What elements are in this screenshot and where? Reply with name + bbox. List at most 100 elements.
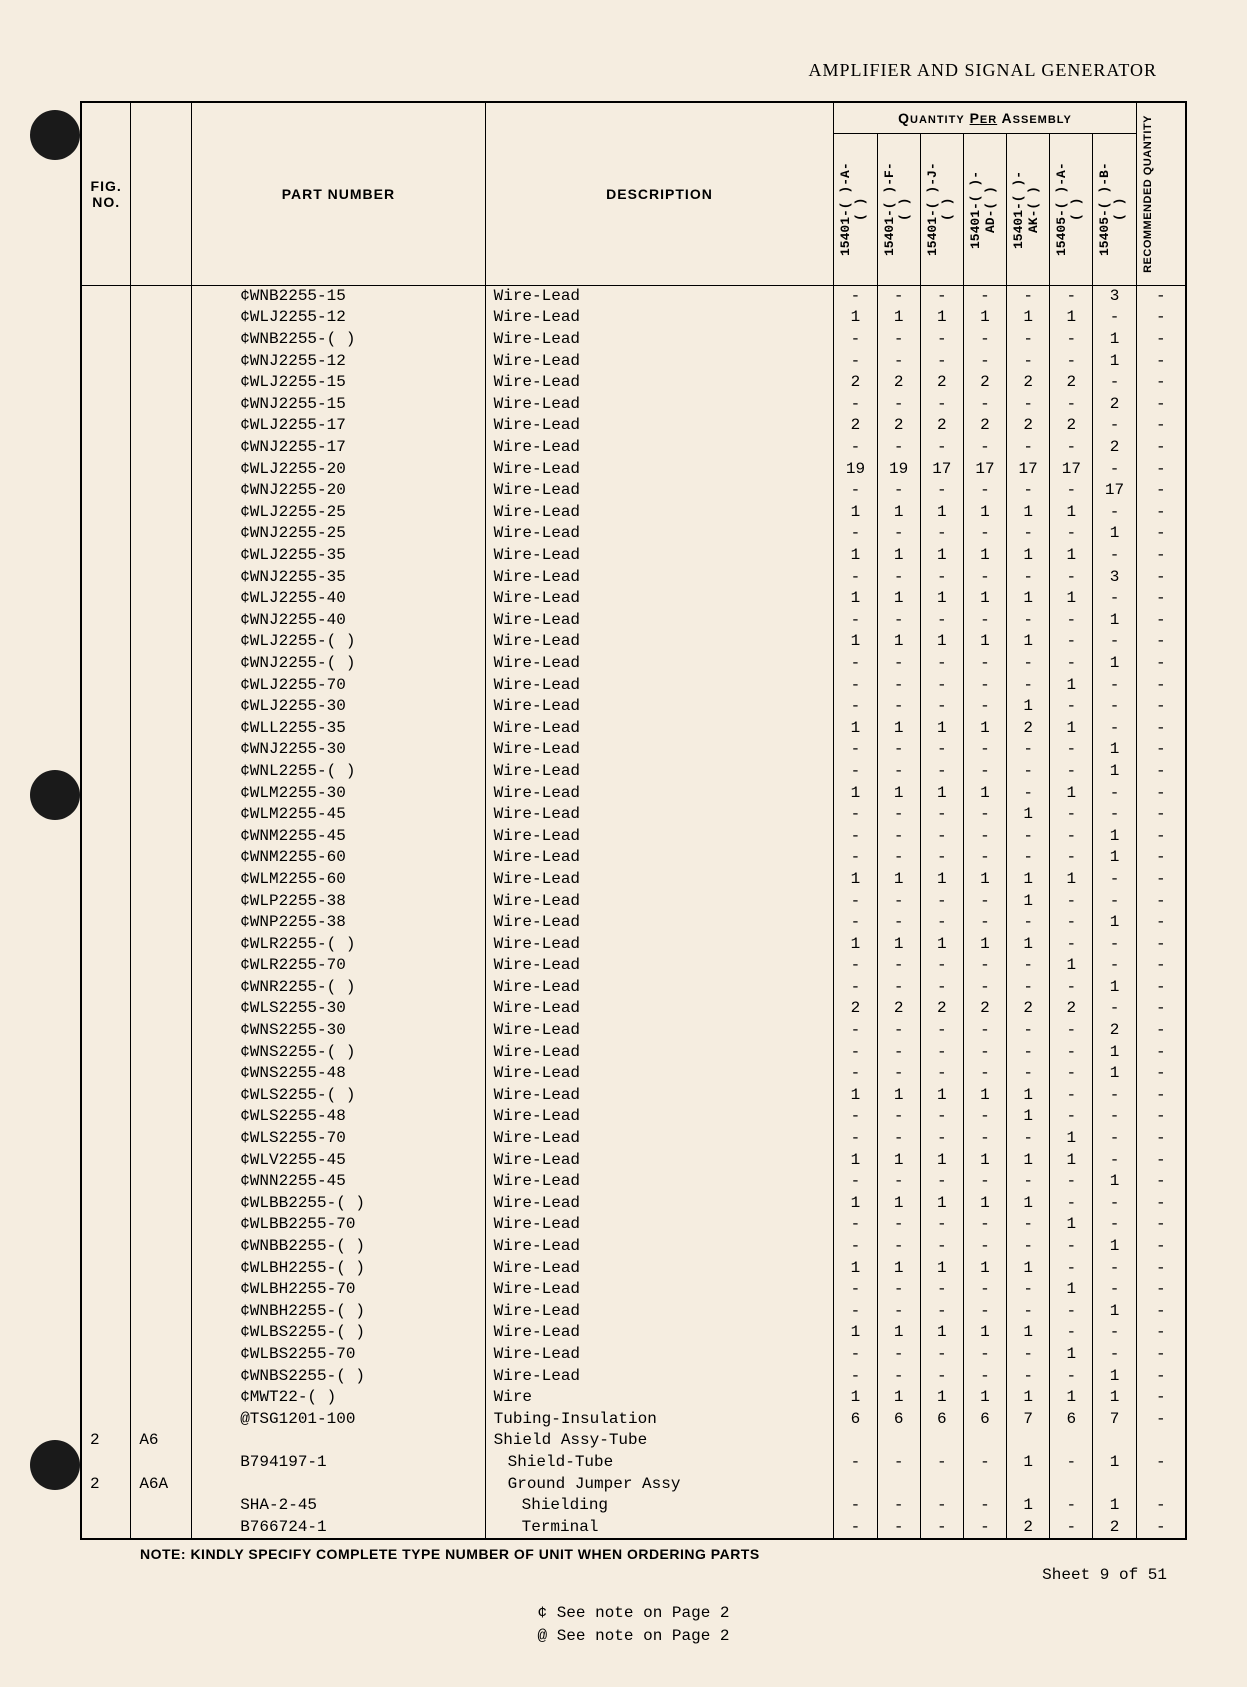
part-number-cell: ¢WLP2255-38: [192, 891, 485, 913]
description-cell: Wire-Lead: [485, 588, 834, 610]
description-cell: Wire-Lead: [485, 1193, 834, 1215]
table-row: ¢WNJ2255-17Wire-Lead------2-: [81, 437, 1186, 459]
qty-cell: -: [963, 1452, 1006, 1474]
ref-cell: [131, 696, 192, 718]
table-row: ¢WNJ2255-20Wire-Lead------17-: [81, 480, 1186, 502]
qty-cell: -: [877, 285, 920, 307]
qty-cell: -: [834, 977, 877, 999]
table-row: ¢WLJ2255-20Wire-Lead191917171717--: [81, 459, 1186, 481]
qty-cell: -: [834, 480, 877, 502]
qty-cell: 1: [877, 718, 920, 740]
table-row: B766724-1Terminal----2-2-: [81, 1517, 1186, 1540]
qty-cell: 6: [963, 1409, 1006, 1431]
qty-cell: -: [1007, 285, 1050, 307]
qty-cell: -: [920, 351, 963, 373]
qty-cell: 1: [1050, 783, 1093, 805]
ref-cell: [131, 1387, 192, 1409]
qty-cell: -: [1050, 1171, 1093, 1193]
qty-cell: 1: [834, 1387, 877, 1409]
fig-cell: [81, 1452, 131, 1474]
qty-cell: 1: [877, 545, 920, 567]
description-cell: Wire-Lead: [485, 696, 834, 718]
fig-cell: [81, 502, 131, 524]
punch-hole: [30, 110, 80, 160]
qty-cell: 1: [963, 869, 1006, 891]
qty-cell: -: [877, 1236, 920, 1258]
rec-qty-cell: -: [1136, 1193, 1186, 1215]
ref-cell: [131, 631, 192, 653]
part-number-cell: ¢MWT22-( ): [192, 1387, 485, 1409]
rec-qty-cell: -: [1136, 285, 1186, 307]
fig-cell: [81, 869, 131, 891]
description-cell: Wire-Lead: [485, 567, 834, 589]
qty-cell: -: [963, 847, 1006, 869]
fig-cell: [81, 567, 131, 589]
qty-cell: -: [963, 1020, 1006, 1042]
qty-cell: -: [877, 523, 920, 545]
rec-qty-cell: -: [1136, 934, 1186, 956]
fig-cell: [81, 1495, 131, 1517]
qty-cell: -: [877, 1279, 920, 1301]
qty-cell: -: [1050, 480, 1093, 502]
qty-cell: 1: [1007, 804, 1050, 826]
part-number-cell: ¢WLS2255-( ): [192, 1085, 485, 1107]
qty-cell: -: [877, 1452, 920, 1474]
rec-qty-cell: -: [1136, 804, 1186, 826]
qty-cell: 2: [877, 372, 920, 394]
fig-cell: [81, 891, 131, 913]
rec-qty-cell: -: [1136, 1409, 1186, 1431]
qty-cell: -: [963, 804, 1006, 826]
fig-cell: [81, 1258, 131, 1280]
qty-cell: -: [1007, 1344, 1050, 1366]
qty-cell: [963, 1474, 1006, 1496]
part-number-cell: B766724-1: [192, 1517, 485, 1540]
col-header-rec-qty: RECOMMENDED QUANTITY: [1136, 102, 1186, 285]
qty-cell: -: [963, 675, 1006, 697]
rec-qty-cell: -: [1136, 761, 1186, 783]
qty-cell: -: [963, 761, 1006, 783]
qty-cell: -: [834, 1042, 877, 1064]
part-number-cell: ¢WLR2255-( ): [192, 934, 485, 956]
table-row: ¢WLBB2255-70Wire-Lead-----1--: [81, 1214, 1186, 1236]
qty-cell: -: [920, 761, 963, 783]
description-cell: Wire-Lead: [485, 761, 834, 783]
qty-cell: 1: [877, 1258, 920, 1280]
qty-cell: -: [1050, 1193, 1093, 1215]
table-row: ¢WLS2255-( )Wire-Lead11111---: [81, 1085, 1186, 1107]
see-note-2: @ See note on Page 2: [80, 1625, 1187, 1647]
qty-cell: 1: [877, 588, 920, 610]
rec-qty-cell: -: [1136, 394, 1186, 416]
qty-cell: -: [920, 329, 963, 351]
table-row: ¢WNJ2255-40Wire-Lead------1-: [81, 610, 1186, 632]
ref-cell: [131, 912, 192, 934]
part-number-cell: ¢WNP2255-38: [192, 912, 485, 934]
qty-cell: 1: [1093, 610, 1136, 632]
qty-cell: 2: [963, 998, 1006, 1020]
rec-qty-cell: -: [1136, 675, 1186, 697]
qty-cell: 1: [963, 1150, 1006, 1172]
qty-cell: -: [834, 1214, 877, 1236]
qty-cell: -: [1007, 1020, 1050, 1042]
qty-cell: 1: [963, 1322, 1006, 1344]
qty-cell: -: [877, 480, 920, 502]
table-row: ¢WNR2255-( )Wire-Lead------1-: [81, 977, 1186, 999]
ref-cell: [131, 1193, 192, 1215]
qty-cell: -: [963, 912, 1006, 934]
qty-cell: [1093, 1430, 1136, 1452]
qty-cell: -: [1050, 653, 1093, 675]
qty-cell: -: [1050, 1106, 1093, 1128]
qty-cell: -: [1050, 847, 1093, 869]
table-row: ¢WNM2255-60Wire-Lead------1-: [81, 847, 1186, 869]
qty-cell: -: [877, 977, 920, 999]
qty-cell: 1: [877, 631, 920, 653]
qty-cell: -: [963, 739, 1006, 761]
qty-cell: -: [834, 955, 877, 977]
fig-cell: [81, 610, 131, 632]
part-number-cell: ¢WLJ2255-25: [192, 502, 485, 524]
qty-cell: -: [1050, 739, 1093, 761]
qty-cell: 1: [1007, 1387, 1050, 1409]
fig-cell: [81, 804, 131, 826]
qty-cell: -: [963, 1128, 1006, 1150]
table-row: 2A6AGround Jumper Assy: [81, 1474, 1186, 1496]
qty-cell: 17: [1007, 459, 1050, 481]
